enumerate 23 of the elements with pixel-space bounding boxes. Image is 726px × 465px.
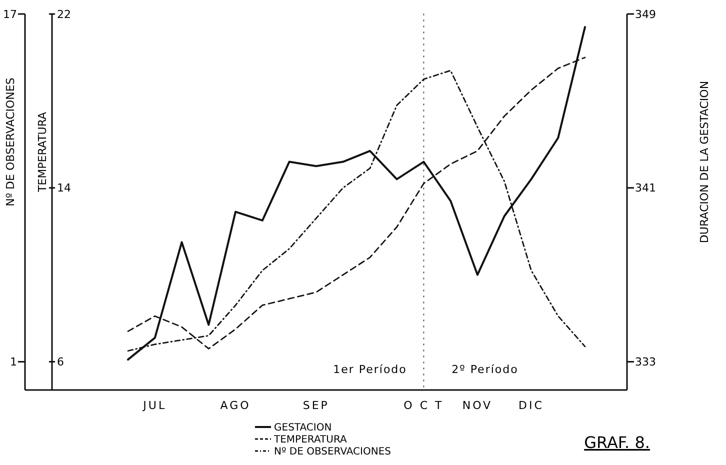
y3-tick-label: 17 — [3, 8, 17, 21]
annotation: 2º Período — [452, 363, 518, 376]
y3-tick-label: 1 — [10, 356, 17, 369]
annotation: 1er Período — [333, 363, 407, 376]
y2-tick-label: 349 — [635, 8, 656, 21]
y-axis-title: TEMPERATURA — [36, 111, 49, 194]
x-tick-label: O C T — [404, 399, 444, 412]
x-tick-label: JUL — [142, 399, 167, 412]
y-tick-label: 6 — [57, 356, 64, 369]
text: GRAF. 8. — [584, 433, 650, 452]
x-tick-label: SEP — [302, 399, 330, 412]
legend-label: GESTACION — [274, 422, 332, 434]
y2-tick-label: 333 — [635, 356, 656, 369]
x-tick-label: DIC — [518, 399, 544, 412]
y-tick-label: 22 — [57, 8, 71, 21]
legend-label: Nº DE OBSERVACIONES — [274, 446, 392, 458]
y2-axis-title: DURACION DE LA GESTACION — [698, 80, 711, 244]
y3-axis-title: Nº DE OBSERVACIONES — [4, 78, 17, 206]
x-tick-label: NOV — [462, 399, 493, 412]
x-tick-label: AGO — [220, 399, 251, 412]
y-tick-label: 14 — [57, 182, 71, 195]
y2-tick-label: 341 — [635, 182, 656, 195]
legend-label: TEMPERATURA — [273, 434, 347, 446]
